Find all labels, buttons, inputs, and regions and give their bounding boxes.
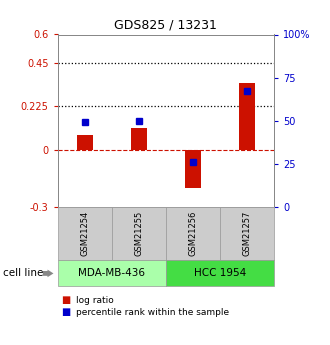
Text: GSM21254: GSM21254 [80, 211, 89, 256]
Text: GSM21256: GSM21256 [188, 211, 197, 256]
Bar [185, 149, 201, 188]
Text: log ratio: log ratio [76, 296, 114, 305]
Text: ■: ■ [61, 307, 70, 317]
Bar [77, 135, 93, 149]
Text: HCC 1954: HCC 1954 [194, 268, 246, 278]
Text: MDA-MB-436: MDA-MB-436 [78, 268, 145, 278]
Text: ■: ■ [61, 295, 70, 305]
Title: GDS825 / 13231: GDS825 / 13231 [115, 19, 217, 32]
Text: GSM21257: GSM21257 [242, 211, 251, 256]
Bar [239, 83, 255, 149]
Bar [131, 128, 147, 149]
Text: cell line: cell line [3, 268, 44, 278]
Text: percentile rank within the sample: percentile rank within the sample [76, 308, 229, 317]
Text: GSM21255: GSM21255 [134, 211, 143, 256]
